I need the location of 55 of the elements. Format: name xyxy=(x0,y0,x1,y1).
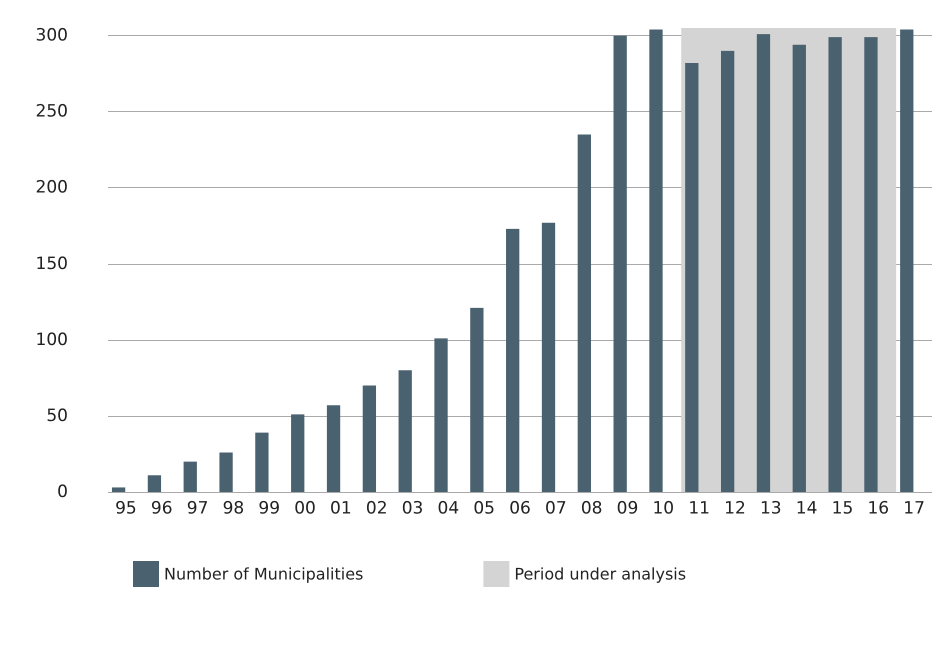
x-tick-label: 08 xyxy=(580,498,602,518)
legend-label: Number of Municipalities xyxy=(164,564,364,584)
x-tick-label: 96 xyxy=(150,498,173,518)
bar xyxy=(685,62,698,492)
x-tick-label: 09 xyxy=(616,498,638,518)
x-tick-label: 04 xyxy=(438,498,460,518)
x-tick-label: 17 xyxy=(903,498,925,518)
bar xyxy=(434,338,448,492)
y-tick-label: 250 xyxy=(36,102,68,122)
x-tick-label: 16 xyxy=(867,498,890,518)
x-tick-label: 11 xyxy=(688,498,710,518)
bar xyxy=(398,370,412,492)
y-tick-label: 150 xyxy=(36,254,68,274)
x-tick-label: 95 xyxy=(115,498,137,518)
bar xyxy=(542,222,556,492)
bar xyxy=(792,44,806,492)
legend-label: Period under analysis xyxy=(514,564,686,584)
bar xyxy=(900,30,914,492)
bar xyxy=(326,405,340,492)
x-tick-label: 10 xyxy=(652,498,674,518)
x-tick-label: 99 xyxy=(258,498,280,518)
bar xyxy=(112,487,126,492)
y-tick-label: 0 xyxy=(57,482,68,502)
y-tick-label: 100 xyxy=(36,330,68,350)
x-tick-label: 15 xyxy=(832,498,854,518)
bar xyxy=(578,134,591,492)
bar xyxy=(362,386,376,492)
bar xyxy=(828,37,842,492)
y-tick-label: 200 xyxy=(36,178,68,198)
bar xyxy=(219,452,233,492)
bar xyxy=(864,37,878,492)
x-tick-label: 03 xyxy=(402,498,424,518)
y-tick-label: 300 xyxy=(36,26,68,46)
bar xyxy=(291,414,304,492)
x-tick-label: 14 xyxy=(796,498,818,518)
x-tick-label: 00 xyxy=(294,498,316,518)
x-tick-label: 07 xyxy=(545,498,567,518)
bar xyxy=(470,308,484,492)
bar xyxy=(649,30,663,492)
bar xyxy=(506,228,520,492)
x-tick-label: 06 xyxy=(509,498,531,518)
bar xyxy=(184,462,197,492)
bar xyxy=(255,432,269,492)
x-tick-label: 97 xyxy=(186,498,208,518)
bar xyxy=(756,34,770,492)
bar xyxy=(148,475,162,492)
x-tick-label: 05 xyxy=(473,498,495,518)
bar xyxy=(614,36,627,492)
x-tick-label: 12 xyxy=(724,498,746,518)
x-tick-label: 98 xyxy=(222,498,244,518)
x-tick-label: 01 xyxy=(330,498,352,518)
y-tick-label: 50 xyxy=(46,406,68,426)
x-tick-label: 02 xyxy=(366,498,388,518)
bar xyxy=(720,50,734,492)
x-tick-label: 13 xyxy=(760,498,782,518)
